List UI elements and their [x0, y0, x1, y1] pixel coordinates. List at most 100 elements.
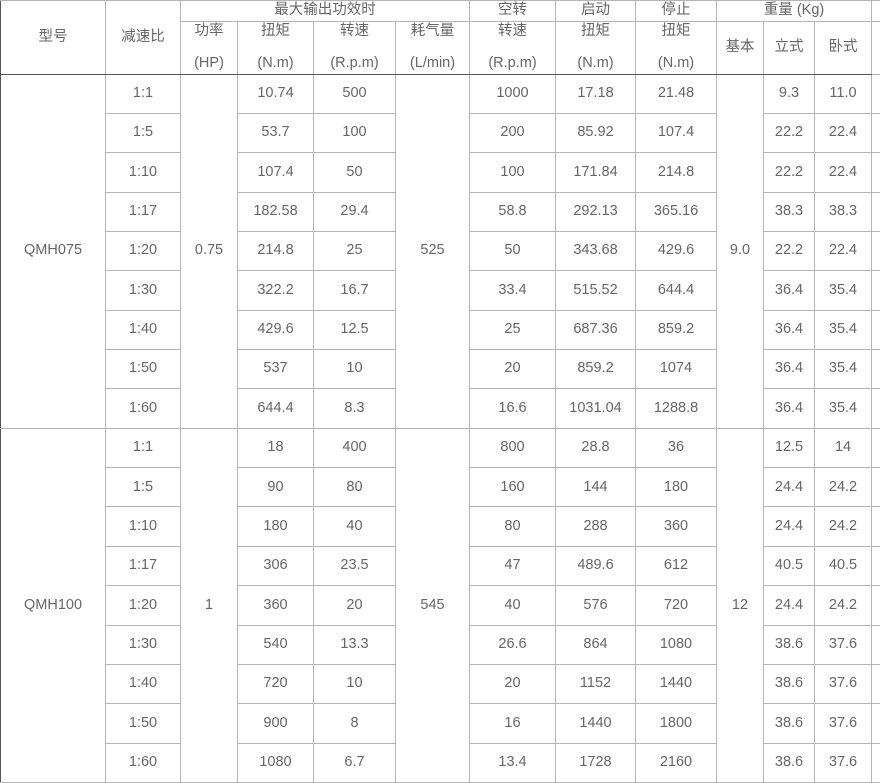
cell-weight-vertical: 24.4: [763, 585, 815, 626]
cell-ratio: 1:50: [105, 703, 181, 744]
table-row: 1:50 900 8 16 1440 1800 38.6 37.6: [1, 703, 880, 744]
cell-torque: 644.4: [237, 388, 314, 429]
cell-weight-vertical: 38.6: [763, 663, 815, 705]
cell-weight-vertical: 38.6: [763, 624, 815, 665]
cell-ratio: 1:50: [105, 349, 181, 390]
cell-tail-spacer: [871, 467, 880, 508]
cell-air-consumption: 545: [395, 427, 470, 783]
cell-stop-torque: 612: [635, 545, 717, 587]
header-weight-horizontal: 卧式: [813, 20, 873, 75]
cell-ratio: 1:20: [105, 231, 181, 272]
header-start-torque: 扭矩 (N.m): [555, 20, 636, 75]
cell-free-speed: 16: [469, 703, 556, 744]
cell-weight-horizontal: 35.4: [813, 309, 873, 351]
header-weight-basic: 基本: [716, 20, 764, 75]
cell-start-torque: 28.8: [555, 427, 636, 469]
cell-torque: 537: [237, 349, 314, 390]
cell-torque: 107.4: [237, 152, 314, 193]
cell-free-speed: 20: [469, 349, 556, 390]
header-start-torque-top: 启动: [555, 0, 636, 22]
cell-start-torque: 85.92: [555, 113, 636, 154]
cell-tail-spacer: [871, 663, 880, 705]
cell-ratio: 1:10: [105, 506, 181, 547]
cell-power: 0.75: [180, 73, 238, 429]
header-max-output-group: 最大输出功效时: [180, 0, 470, 22]
cell-tail-spacer: [871, 585, 880, 626]
cell-start-torque: 1728: [555, 742, 636, 783]
cell-free-speed: 160: [469, 467, 556, 508]
cell-free-speed: 33.4: [469, 270, 556, 311]
cell-torque: 540: [237, 624, 314, 665]
cell-torque: 1080: [237, 742, 314, 783]
cell-weight-horizontal: 14: [813, 427, 873, 469]
cell-weight-vertical: 22.2: [763, 152, 815, 193]
cell-start-torque: 343.68: [555, 231, 636, 272]
cell-weight-vertical: 9.3: [763, 73, 815, 115]
table-body: QMH075 1:1 0.75 10.74 500 525 1000 17.18 21.48 9.…: [0, 73, 880, 783]
header-tail-spacer-2: [871, 20, 880, 75]
cell-free-speed: 1000: [469, 73, 556, 115]
cell-free-speed: 50: [469, 231, 556, 272]
header-stop-torque: 扭矩 (N.m): [635, 20, 717, 75]
cell-free-speed: 80: [469, 506, 556, 547]
cell-free-speed: 800: [469, 427, 556, 469]
cell-tail-spacer: [871, 388, 880, 429]
cell-weight-vertical: 22.2: [763, 231, 815, 272]
cell-torque: 53.7: [237, 113, 314, 154]
cell-tail-spacer: [871, 152, 880, 193]
cell-speed: 10: [313, 349, 396, 390]
cell-weight-vertical: 24.4: [763, 506, 815, 547]
cell-ratio: 1:1: [105, 427, 181, 469]
header-model: 型号: [0, 0, 106, 75]
header-air-consumption: 耗气量 (L/min): [395, 20, 470, 75]
cell-start-torque: 859.2: [555, 349, 636, 390]
cell-ratio: 1:20: [105, 585, 181, 626]
cell-free-speed: 40: [469, 585, 556, 626]
cell-weight-horizontal: 24.2: [813, 467, 873, 508]
cell-weight-horizontal: 24.2: [813, 585, 873, 626]
cell-speed: 40: [313, 506, 396, 547]
cell-torque: 720: [237, 663, 314, 705]
cell-torque: 18: [237, 427, 314, 469]
cell-tail-spacer: [871, 191, 880, 233]
cell-speed: 100: [313, 113, 396, 154]
table-row: QMH075 1:1 0.75 10.74 500 525 1000 17.18 21.48 9.…: [0, 73, 880, 429]
cell-tail-spacer: [871, 545, 880, 587]
header-stop-torque-unit: (N.m): [657, 55, 695, 72]
cell-torque: 429.6: [237, 309, 314, 351]
header-free-speed: 转速 (R.p.m): [469, 20, 556, 75]
cell-tail-spacer: [871, 270, 880, 311]
cell-speed: 23.5: [313, 545, 396, 587]
cell-ratio: 1:5: [105, 113, 181, 154]
cell-speed: 12.5: [313, 309, 396, 351]
cell-weight-horizontal: 38.3: [813, 191, 873, 233]
cell-ratio: 1:40: [105, 663, 181, 705]
cell-ratio: 1:5: [105, 467, 181, 508]
cell-torque: 360: [237, 585, 314, 626]
header-speed-name: 转速: [340, 22, 369, 39]
cell-free-speed: 200: [469, 113, 556, 154]
cell-ratio: 1:30: [105, 624, 181, 665]
header-power: 功率 (HP): [180, 20, 238, 75]
cell-start-torque: 171.84: [555, 152, 636, 193]
cell-ratio: 1:17: [105, 545, 181, 587]
header-speed-unit: (R.p.m): [330, 55, 379, 72]
header-weight-group: 重量 (Kg): [715, 0, 873, 22]
cell-speed: 6.7: [313, 742, 396, 783]
cell-tail-spacer: [871, 427, 880, 469]
cell-weight-basic: 12: [716, 427, 764, 783]
cell-speed: 400: [313, 427, 396, 469]
cell-ratio: 1:40: [105, 309, 181, 351]
cell-start-torque: 1152: [555, 663, 636, 705]
cell-torque: 900: [237, 703, 314, 744]
cell-stop-torque: 720: [635, 585, 717, 626]
cell-torque: 180: [237, 506, 314, 547]
cell-stop-torque: 107.4: [635, 113, 717, 154]
cell-weight-vertical: 12.5: [763, 427, 815, 469]
cell-stop-torque: 859.2: [635, 309, 717, 351]
header-free-speed-top: 空转: [469, 0, 556, 22]
cell-speed: 20: [313, 585, 396, 626]
header-torque-name: 扭矩: [261, 22, 290, 39]
cell-tail-spacer: [871, 231, 880, 272]
